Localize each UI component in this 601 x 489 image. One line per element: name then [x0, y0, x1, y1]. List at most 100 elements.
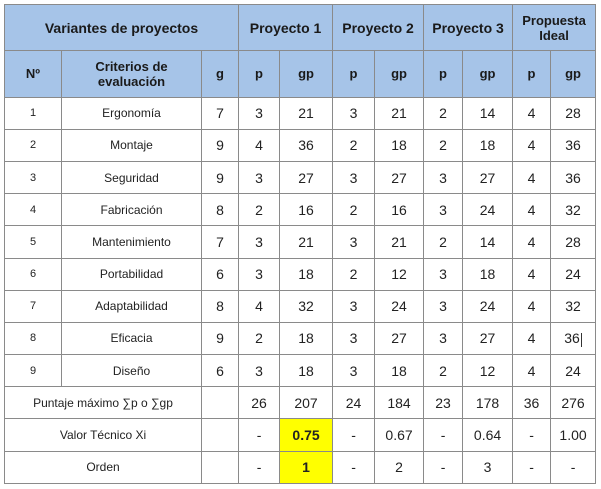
p1-p-cell[interactable]: 2 — [238, 321, 281, 356]
ideal-gp-cell[interactable]: 32 — [550, 289, 597, 323]
p1-gp-tech-cell[interactable]: 0.75 — [279, 418, 334, 452]
p2-gp-max-cell[interactable]: 184 — [374, 386, 425, 420]
p1-gp-max-cell[interactable]: 207 — [279, 386, 334, 420]
criteria-name-cell[interactable]: Mantenimiento — [61, 225, 202, 259]
p3-gp-cell[interactable]: 24 — [462, 193, 514, 227]
row-number-cell[interactable]: 6 — [4, 257, 62, 291]
p3-gp-cell[interactable]: 12 — [462, 354, 514, 388]
p3-gp-tech-cell[interactable]: 0.64 — [462, 418, 514, 452]
p3-gp-cell[interactable]: 18 — [462, 128, 514, 162]
row-number-cell[interactable]: 3 — [4, 160, 62, 195]
weight-cell[interactable]: 7 — [200, 96, 240, 130]
p1-p-cell[interactable]: 3 — [238, 96, 281, 130]
ideal-p-cell[interactable]: 4 — [512, 96, 552, 130]
ideal-gp-tech-cell[interactable]: 1.00 — [550, 418, 597, 452]
p1-gp-cell[interactable]: 18 — [279, 321, 334, 356]
ideal-gp-cell[interactable]: 24 — [550, 257, 597, 291]
row-number-cell[interactable]: 8 — [4, 321, 62, 356]
p3-gp-order-cell[interactable]: 3 — [462, 450, 514, 485]
p3-p-order-cell[interactable]: - — [423, 450, 464, 485]
ideal-p-order-cell[interactable]: - — [512, 450, 552, 485]
ideal-p-cell[interactable]: 4 — [512, 128, 552, 162]
criteria-name-cell[interactable]: Diseño — [61, 354, 202, 388]
p1-gp-order-cell[interactable]: 1 — [279, 450, 334, 485]
p2-p-cell[interactable]: 2 — [332, 128, 376, 162]
weight-cell[interactable]: 6 — [200, 354, 240, 388]
p1-gp-cell[interactable]: 16 — [279, 193, 334, 227]
weight-cell[interactable]: 6 — [200, 257, 240, 291]
p3-p-max-cell[interactable]: 23 — [423, 386, 464, 420]
weight-cell[interactable]: 8 — [200, 193, 240, 227]
p1-p-tech-cell[interactable]: - — [238, 418, 281, 452]
criteria-name-cell[interactable]: Seguridad — [61, 160, 202, 195]
p3-p-cell[interactable]: 3 — [423, 193, 464, 227]
row-number-cell[interactable]: 5 — [4, 225, 62, 259]
p2-p-cell[interactable]: 2 — [332, 257, 376, 291]
weight-cell[interactable]: 9 — [200, 128, 240, 162]
p2-gp-cell[interactable]: 24 — [374, 289, 425, 323]
weight-cell[interactable]: 7 — [200, 225, 240, 259]
ideal-gp-max-cell[interactable]: 276 — [550, 386, 597, 420]
row-number-cell[interactable]: 7 — [4, 289, 62, 323]
p1-p-cell[interactable]: 2 — [238, 193, 281, 227]
p2-gp-cell[interactable]: 18 — [374, 354, 425, 388]
p1-p-max-cell[interactable]: 26 — [238, 386, 281, 420]
p3-gp-cell[interactable]: 27 — [462, 160, 514, 195]
ideal-gp-cell[interactable]: 28 — [550, 96, 597, 130]
technical-value-row-weight-cell[interactable] — [200, 418, 240, 452]
p3-gp-cell[interactable]: 14 — [462, 96, 514, 130]
p2-gp-cell[interactable]: 21 — [374, 225, 425, 259]
p3-gp-cell[interactable]: 24 — [462, 289, 514, 323]
p2-gp-order-cell[interactable]: 2 — [374, 450, 425, 485]
ideal-p-cell[interactable]: 4 — [512, 289, 552, 323]
ideal-p-cell[interactable]: 4 — [512, 193, 552, 227]
ideal-gp-cell[interactable]: 36 — [550, 128, 597, 162]
ideal-p-cell[interactable]: 4 — [512, 160, 552, 195]
ideal-p-max-cell[interactable]: 36 — [512, 386, 552, 420]
ideal-gp-cell[interactable]: 24 — [550, 354, 597, 388]
criteria-name-cell[interactable]: Adaptabilidad — [61, 289, 202, 323]
criteria-name-cell[interactable]: Eficacia — [61, 321, 202, 356]
ideal-gp-cell[interactable]: 36 — [550, 321, 597, 356]
p1-p-order-cell[interactable]: - — [238, 450, 281, 485]
p1-gp-cell[interactable]: 32 — [279, 289, 334, 323]
p3-p-cell[interactable]: 2 — [423, 128, 464, 162]
p2-p-cell[interactable]: 3 — [332, 289, 376, 323]
p2-p-cell[interactable]: 3 — [332, 354, 376, 388]
p2-p-cell[interactable]: 2 — [332, 193, 376, 227]
p2-p-cell[interactable]: 3 — [332, 160, 376, 195]
criteria-name-cell[interactable]: Portabilidad — [61, 257, 202, 291]
ideal-gp-cell[interactable]: 28 — [550, 225, 597, 259]
p1-gp-cell[interactable]: 27 — [279, 160, 334, 195]
p1-gp-cell[interactable]: 18 — [279, 257, 334, 291]
p1-gp-cell[interactable]: 18 — [279, 354, 334, 388]
p1-p-cell[interactable]: 3 — [238, 160, 281, 195]
p2-p-order-cell[interactable]: - — [332, 450, 376, 485]
p2-gp-cell[interactable]: 16 — [374, 193, 425, 227]
p3-p-cell[interactable]: 3 — [423, 321, 464, 356]
p3-gp-max-cell[interactable]: 178 — [462, 386, 514, 420]
criteria-name-cell[interactable]: Montaje — [61, 128, 202, 162]
order-row-weight-cell[interactable] — [200, 450, 240, 485]
criteria-name-cell[interactable]: Fabricación — [61, 193, 202, 227]
weight-cell[interactable]: 9 — [200, 160, 240, 195]
p2-gp-cell[interactable]: 27 — [374, 321, 425, 356]
p1-gp-cell[interactable]: 21 — [279, 225, 334, 259]
row-number-cell[interactable]: 1 — [4, 96, 62, 130]
p3-p-tech-cell[interactable]: - — [423, 418, 464, 452]
p1-p-cell[interactable]: 3 — [238, 257, 281, 291]
p2-p-max-cell[interactable]: 24 — [332, 386, 376, 420]
p1-p-cell[interactable]: 3 — [238, 225, 281, 259]
p3-p-cell[interactable]: 2 — [423, 225, 464, 259]
p1-gp-cell[interactable]: 36 — [279, 128, 334, 162]
p3-p-cell[interactable]: 3 — [423, 289, 464, 323]
ideal-p-cell[interactable]: 4 — [512, 225, 552, 259]
p3-p-cell[interactable]: 2 — [423, 96, 464, 130]
p1-p-cell[interactable]: 4 — [238, 289, 281, 323]
ideal-p-tech-cell[interactable]: - — [512, 418, 552, 452]
weight-cell[interactable]: 9 — [200, 321, 240, 356]
p2-gp-cell[interactable]: 27 — [374, 160, 425, 195]
p2-p-cell[interactable]: 3 — [332, 225, 376, 259]
p3-p-cell[interactable]: 2 — [423, 354, 464, 388]
max-score-row-weight-cell[interactable] — [200, 386, 240, 420]
